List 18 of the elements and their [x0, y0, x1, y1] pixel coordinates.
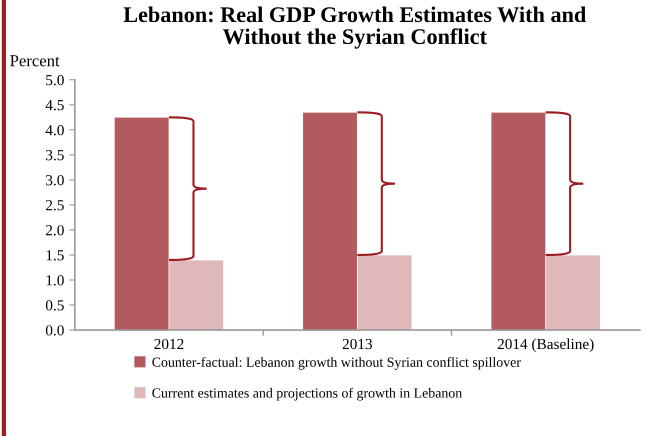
- y-tick-label: 4.0: [46, 124, 64, 136]
- y-tick-label: 2.5: [46, 200, 64, 210]
- y-tick-label: 1.5: [46, 250, 64, 260]
- y-tick-label: 0.0: [46, 325, 64, 336]
- x-tick-label: 2012: [154, 338, 184, 350]
- x-tick-label: 2014 (Baseline): [498, 338, 594, 352]
- y-tick-label: 1.0: [46, 275, 64, 286]
- y-tick-label: 0.5: [46, 300, 64, 311]
- y-tick-label: 4.5: [46, 100, 64, 110]
- y-tick-label: 3.5: [46, 150, 64, 160]
- legend-label: Current estimates and projections of growth in Lebanon: [152, 388, 462, 401]
- y-axis-title: Percent: [10, 55, 60, 66]
- x-tick-label: 2013: [342, 338, 372, 350]
- y-tick-label: 5.0: [46, 74, 64, 86]
- chart-title: Lebanon: Real GDP Growth Estimates With and Without the Syrian Conflict: [124, 6, 586, 49]
- legend-label: Counter-factual: Lebanon growth without Syrian conflict spillover: [152, 356, 521, 370]
- y-tick-label: 3.0: [46, 175, 64, 186]
- y-tick-label: 2.0: [46, 225, 64, 236]
